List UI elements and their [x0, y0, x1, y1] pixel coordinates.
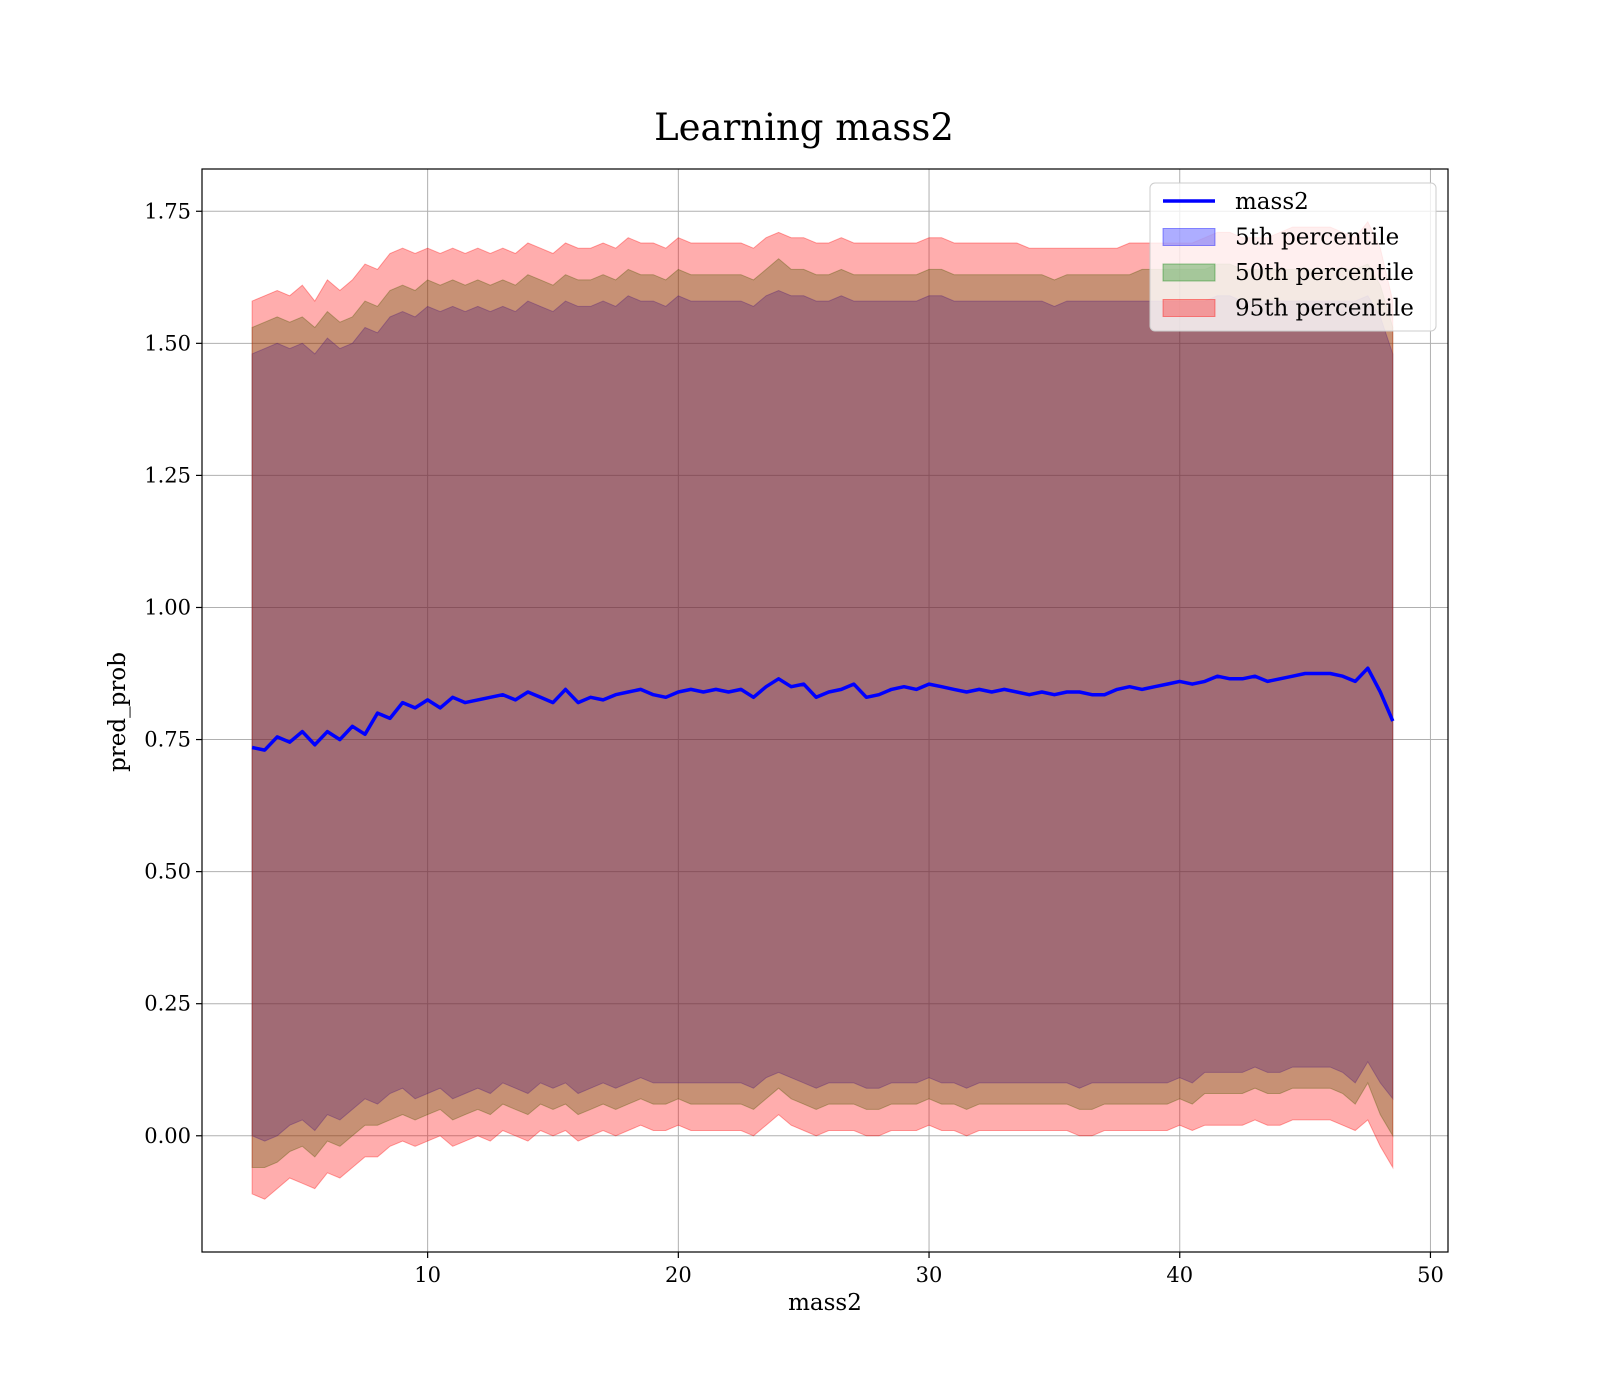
band-5th-percentile: [251, 289, 1394, 1142]
legend-label: 50th percentile: [1235, 260, 1414, 286]
y-tick-label: 1.00: [144, 595, 191, 619]
y-tick-label: 0.00: [144, 1124, 191, 1148]
y-tick-label: 1.75: [144, 199, 191, 223]
legend-swatch-band: [1162, 299, 1216, 317]
legend-swatch-band: [1162, 263, 1216, 282]
series-lines: [251, 666, 1395, 752]
plot-frame: [201, 168, 1449, 1253]
band-95th-percentile: [251, 220, 1394, 1200]
x-tick-label: 20: [665, 1263, 692, 1287]
band-50th-percentile: [251, 258, 1394, 1168]
chart-title: Learning mass2: [654, 106, 954, 149]
y-tick-label: 1.25: [144, 463, 191, 487]
series-line-mass2: [251, 666, 1395, 752]
grid: [202, 169, 1448, 1252]
legend-swatch-band: [1162, 228, 1216, 246]
percentile-bands: [251, 220, 1394, 1200]
y-tick-label: 0.75: [144, 728, 191, 752]
x-tick-label: 30: [916, 1263, 943, 1287]
x-tick-label: 50: [1417, 1263, 1444, 1287]
y-tick-label: 1.50: [144, 331, 191, 355]
y-tick-label: 0.25: [144, 992, 191, 1016]
y-tick-label: 0.50: [144, 860, 191, 884]
x-axis-label: mass2: [788, 1290, 862, 1316]
legend-label: 95th percentile: [1235, 296, 1414, 322]
legend-frame: [1149, 182, 1437, 332]
legend-label: mass2: [1235, 189, 1309, 215]
x-tick-label: 10: [414, 1263, 441, 1287]
y-axis-label: pred_prob: [105, 652, 131, 772]
x-tick-label: 40: [1166, 1263, 1193, 1287]
legend: mass2 5th percentile 50th percentile 95th p…: [1149, 182, 1437, 332]
axis-ticks: 10 20 30 40 50 0.00 0.25 0.50 0.75 1.00 1.25 1.50 1.…: [144, 199, 1444, 1287]
legend-label: 5th percentile: [1235, 225, 1399, 251]
